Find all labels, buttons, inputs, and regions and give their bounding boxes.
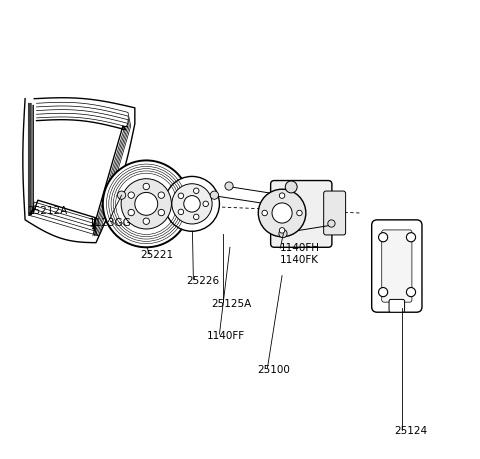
Text: 25221: 25221	[140, 250, 173, 260]
Text: 1140FK: 1140FK	[280, 254, 319, 264]
Circle shape	[193, 189, 199, 194]
Circle shape	[225, 183, 233, 191]
Circle shape	[178, 210, 184, 215]
Circle shape	[297, 211, 302, 216]
Text: 1123GG: 1123GG	[89, 218, 132, 228]
Circle shape	[262, 211, 267, 216]
Circle shape	[128, 210, 134, 216]
Circle shape	[279, 228, 285, 234]
Circle shape	[407, 288, 416, 297]
Circle shape	[285, 182, 297, 193]
Circle shape	[279, 230, 287, 238]
Circle shape	[165, 177, 219, 232]
Circle shape	[135, 193, 158, 216]
Circle shape	[143, 218, 149, 225]
Circle shape	[158, 210, 165, 216]
Text: 25125A: 25125A	[211, 298, 252, 308]
Text: 25124: 25124	[395, 425, 428, 436]
Circle shape	[158, 192, 165, 199]
Text: 25226: 25226	[186, 275, 219, 285]
Circle shape	[203, 202, 208, 207]
Circle shape	[279, 193, 285, 199]
Text: 1140FH: 1140FH	[280, 243, 320, 253]
Circle shape	[407, 233, 416, 242]
FancyBboxPatch shape	[271, 181, 332, 248]
FancyBboxPatch shape	[324, 192, 346, 235]
Circle shape	[118, 192, 126, 200]
FancyBboxPatch shape	[382, 230, 412, 302]
Circle shape	[103, 161, 190, 248]
Circle shape	[379, 288, 388, 297]
Circle shape	[379, 233, 388, 242]
Circle shape	[143, 184, 149, 190]
Text: 25212A: 25212A	[27, 206, 68, 216]
Circle shape	[178, 194, 184, 199]
Text: 1140FF: 1140FF	[206, 330, 245, 340]
Circle shape	[210, 192, 218, 200]
Circle shape	[128, 192, 134, 199]
Circle shape	[172, 185, 212, 224]
Circle shape	[272, 203, 292, 224]
Circle shape	[258, 190, 306, 237]
Circle shape	[121, 179, 171, 230]
Circle shape	[193, 215, 199, 220]
FancyBboxPatch shape	[372, 220, 422, 313]
FancyBboxPatch shape	[389, 300, 405, 313]
Text: 25100: 25100	[257, 364, 290, 374]
Circle shape	[184, 196, 200, 213]
Circle shape	[328, 220, 335, 228]
